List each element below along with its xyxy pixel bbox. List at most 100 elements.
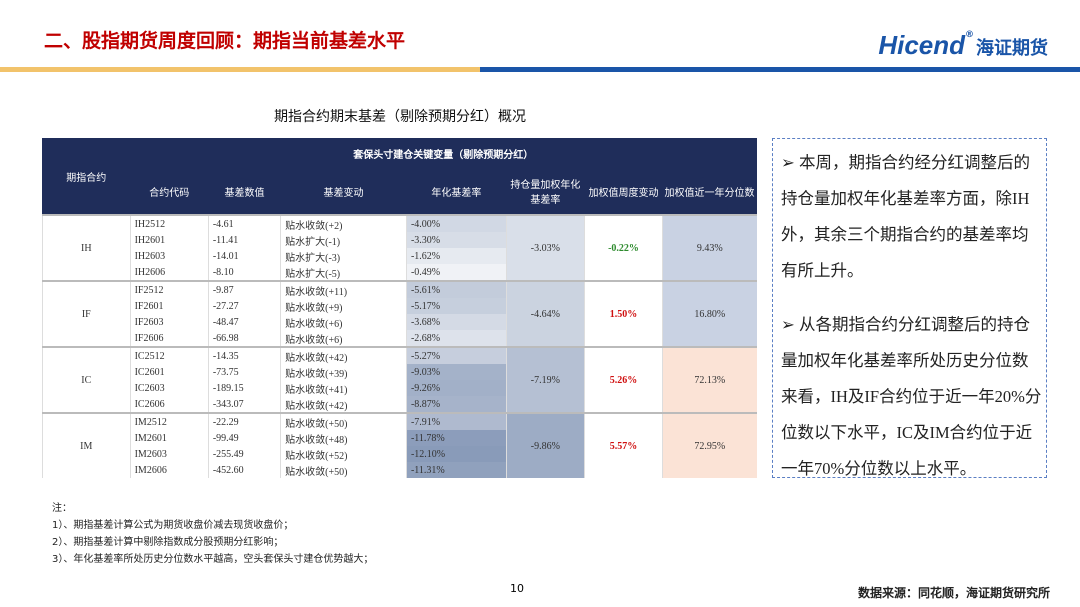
table-row: IC2603 -189.15 贴水收敛(+41) -9.26% bbox=[43, 380, 757, 396]
column-header: 基差变动 bbox=[280, 167, 407, 216]
annual-basis-rate: -11.78% bbox=[405, 430, 507, 446]
basis-value: -452.60 bbox=[207, 462, 281, 478]
percentile: 16.80% bbox=[662, 280, 757, 347]
basis-change: 贴水收敛(+39) bbox=[280, 364, 407, 380]
basis-change: 贴水收敛(+50) bbox=[280, 412, 407, 430]
basis-change: 贴水收敛(+42) bbox=[280, 396, 407, 413]
weekly-change: -0.22% bbox=[583, 214, 663, 281]
table-row: IM2601 -99.49 贴水收敛(+48) -11.78% bbox=[43, 430, 757, 446]
weekly-change: 5.26% bbox=[583, 346, 663, 413]
page-number: 10 bbox=[510, 582, 524, 595]
table-row: IF2601 -27.27 贴水收敛(+9) -5.17% bbox=[43, 298, 757, 314]
basis-value: -14.01 bbox=[207, 248, 281, 264]
table-row: IF2603 -48.47 贴水收敛(+6) -3.68% bbox=[43, 314, 757, 330]
contract-code: IC2601 bbox=[129, 364, 209, 380]
table-row: IH IH2512 -4.61 贴水收敛(+2) -4.00% -3.03% -0.22% 9… bbox=[42, 214, 757, 281]
contract-code: IM2606 bbox=[129, 462, 209, 478]
annual-basis-rate: -4.00% bbox=[405, 214, 507, 232]
basis-change: 贴水收敛(+9) bbox=[280, 298, 407, 314]
basis-change: 贴水收敛(+48) bbox=[280, 430, 407, 446]
basis-change: 贴水收敛(+6) bbox=[280, 330, 407, 347]
annual-basis-rate: -3.68% bbox=[405, 314, 507, 330]
logo-brand: Hicend bbox=[878, 30, 965, 60]
logo: Hicend®海证期货 bbox=[878, 30, 1048, 61]
percentile: 72.13% bbox=[662, 346, 757, 413]
table-row: IF IF2512 -9.87 贴水收敛(+11) -5.61% -4.64% 1.50% 1… bbox=[42, 280, 757, 347]
weighted-rate: -7.19% bbox=[505, 346, 585, 413]
note-item: 3）、年化基差率所处历史分位数水平越高，空头套保头寸建仓优势越大； bbox=[52, 554, 374, 565]
header-stripe bbox=[0, 67, 480, 72]
annual-basis-rate: -9.03% bbox=[405, 364, 507, 380]
column-header: 年化基差率 bbox=[405, 167, 507, 216]
basis-change: 贴水收敛(+41) bbox=[280, 380, 407, 396]
header-row: 合约代码 基差数值 基差变动 年化基差率 持仓量加权年化基差率 加权值周度变动 加权值近一年… bbox=[43, 167, 757, 216]
basis-value: -14.35 bbox=[207, 346, 281, 364]
contract-code: IH2606 bbox=[129, 264, 209, 281]
basis-change: 贴水收敛(+11) bbox=[280, 280, 407, 298]
note-item: 2）、期指基差计算中剔除指数成分股预期分红影响； bbox=[52, 537, 284, 548]
contract-code: IF2603 bbox=[129, 314, 209, 330]
contract-code: IF2606 bbox=[129, 330, 209, 347]
basis-value: -255.49 bbox=[207, 446, 281, 462]
basis-value: -99.49 bbox=[207, 430, 281, 446]
contract-code: IC2606 bbox=[129, 396, 209, 413]
percentile: 9.43% bbox=[662, 214, 757, 281]
source: 数据来源：同花顺，海证期货研究所 bbox=[857, 586, 1050, 600]
commentary-paragraph: 从各期指合约分红调整后的持仓量加权年化基差率所处历史分位数来看，IH及IF合约位… bbox=[781, 307, 1044, 487]
percentile: 72.95% bbox=[662, 412, 757, 478]
contract-code: IH2512 bbox=[129, 214, 209, 232]
basis-change: 贴水收敛(+6) bbox=[280, 314, 407, 330]
column-header: 持仓量加权年化基差率 bbox=[505, 167, 585, 216]
basis-change: 贴水收敛(+42) bbox=[280, 346, 407, 364]
annual-basis-rate: -8.87% bbox=[405, 396, 507, 413]
weekly-change: 1.50% bbox=[583, 280, 663, 347]
basis-value: -11.41 bbox=[207, 232, 281, 248]
contract-code: IF2601 bbox=[129, 298, 209, 314]
weighted-rate: -4.64% bbox=[505, 280, 585, 347]
column-header: 加权值近一年分位数 bbox=[662, 167, 757, 216]
basis-table: 期指合约 套保头寸建仓关键变量（剔除预期分红） 合约代码 基差数值 基差变动 年化基差率持… bbox=[42, 138, 758, 478]
notes-title: 注： bbox=[52, 503, 72, 514]
contract-code: IM2512 bbox=[129, 412, 209, 430]
slide-title: 二、股指期货周度回顾：期指当前基差水平 bbox=[44, 30, 406, 52]
header-row: 期指合约 套保头寸建仓关键变量（剔除预期分红） bbox=[42, 138, 758, 216]
basis-change: 贴水扩大(-3) bbox=[280, 248, 407, 264]
commentary-paragraph: 本周，期指合约经分红调整后的持仓量加权年化基差率方面，除IH外，其余三个期指合约… bbox=[781, 145, 1044, 289]
weekly-change: 5.57% bbox=[583, 412, 663, 478]
basis-change: 贴水收敛(+2) bbox=[280, 214, 407, 232]
basis-value: -4.61 bbox=[207, 214, 281, 232]
table-row: IC IC2512 -14.35 贴水收敛(+42) -5.27% -7.19% 5.26%… bbox=[42, 346, 757, 413]
logo-name: 海证期货 bbox=[976, 38, 1048, 59]
column-header: 基差数值 bbox=[207, 167, 282, 216]
basis-value: -9.87 bbox=[207, 280, 281, 298]
table-row: IH2606 -8.10 贴水扩大(-5) -0.49% bbox=[43, 264, 757, 281]
contract-code: IC2512 bbox=[129, 346, 209, 364]
table-row: IH2601 -11.41 贴水扩大(-1) -3.30% bbox=[43, 232, 757, 248]
basis-value: -66.98 bbox=[207, 330, 281, 347]
annual-basis-rate: -5.17% bbox=[405, 298, 507, 314]
annual-basis-rate: -12.10% bbox=[405, 446, 507, 462]
contract-code: IC2603 bbox=[129, 380, 209, 396]
group-name: IH bbox=[42, 214, 131, 281]
group-header: 套保头寸建仓关键变量（剔除预期分红） bbox=[129, 138, 758, 168]
note-item: 1）、期指基差计算公式为期货收盘价减去现货收盘价； bbox=[52, 520, 294, 531]
basis-change: 贴水扩大(-1) bbox=[280, 232, 407, 248]
annual-basis-rate: -3.30% bbox=[405, 232, 507, 248]
commentary: 本周，期指合约经分红调整后的持仓量加权年化基差率方面，除IH外，其余三个期指合约… bbox=[772, 138, 1047, 478]
notes: 注： 1）、期指基差计算公式为期货收盘价减去现货收盘价； 2）、期指基差计算中剔除指… bbox=[52, 500, 373, 568]
annual-basis-rate: -5.61% bbox=[405, 280, 507, 298]
group-name: IC bbox=[42, 346, 131, 413]
basis-change: 贴水收敛(+50) bbox=[280, 462, 407, 478]
basis-change: 贴水扩大(-5) bbox=[280, 264, 407, 281]
table-caption: 期指合约期末基差（剔除预期分红）概况 bbox=[274, 109, 526, 125]
weighted-rate: -3.03% bbox=[505, 214, 585, 281]
annual-basis-rate: -11.31% bbox=[405, 462, 507, 478]
table-row: IM2606 -452.60 贴水收敛(+50) -11.31% bbox=[43, 462, 757, 478]
group-name: IF bbox=[42, 280, 131, 347]
basis-value: -22.29 bbox=[207, 412, 281, 430]
logo-mark: ® bbox=[965, 30, 974, 40]
annual-basis-rate: -0.49% bbox=[405, 264, 507, 281]
table-row: IH2603 -14.01 贴水扩大(-3) -1.62% bbox=[43, 248, 757, 264]
basis-value: -189.15 bbox=[207, 380, 281, 396]
